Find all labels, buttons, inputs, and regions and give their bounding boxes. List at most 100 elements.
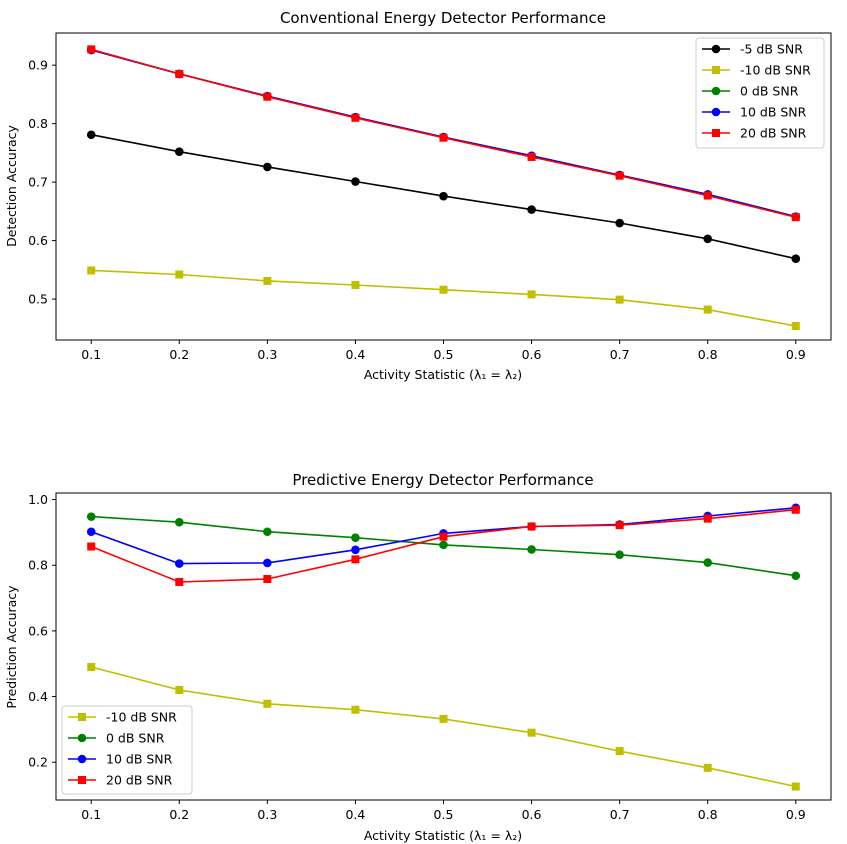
y-tick-label: 0.2: [28, 755, 48, 770]
x-tick-label: 0.3: [257, 347, 277, 362]
x-tick-label: 0.5: [434, 807, 454, 822]
data-point: [174, 559, 184, 568]
y-tick-label: 0.6: [28, 233, 48, 248]
data-point: [263, 699, 272, 708]
data-point: [87, 266, 96, 275]
data-point: [263, 575, 272, 584]
y-tick-label: 0.8: [28, 116, 48, 131]
data-point: [175, 577, 184, 586]
legend-label: 20 dB SNR: [106, 773, 173, 788]
data-point: [439, 714, 448, 723]
data-point: [791, 213, 800, 222]
data-point: [527, 522, 536, 531]
x-axis-label: Activity Statistic (λ₁ = λ₂): [364, 828, 522, 843]
legend-marker: [77, 733, 87, 743]
y-tick-label: 0.8: [28, 558, 48, 573]
legend-marker: [712, 66, 720, 74]
data-point: [263, 558, 272, 568]
data-point: [791, 254, 801, 264]
legend-marker: [78, 776, 86, 784]
data-point: [791, 782, 800, 791]
data-point: [351, 533, 360, 542]
legend-item: 0 dB SNR: [702, 84, 799, 99]
data-point: [703, 514, 712, 523]
x-tick-label: 0.8: [698, 807, 718, 822]
data-point: [351, 177, 360, 186]
x-tick-label: 0.9: [786, 807, 806, 822]
data-point: [615, 521, 624, 530]
series-20-db-snr: [87, 505, 800, 586]
y-tick-label: 0.7: [28, 175, 48, 190]
x-tick-label: 0.7: [610, 347, 630, 362]
legend-label: 0 dB SNR: [740, 84, 799, 99]
data-point: [263, 527, 272, 537]
legend: -10 dB SNR 0 dB SNR 10 dB SNR 20 dB SNR: [61, 705, 193, 795]
data-point: [791, 321, 800, 330]
conventional-detector-chart: Conventional Energy Detector Performance…: [4, 9, 832, 382]
data-point: [439, 285, 448, 294]
legend-label: 20 dB SNR: [740, 126, 807, 141]
y-axis-label: Detection Accuracy: [4, 125, 19, 247]
y-tick-label: 0.9: [28, 58, 48, 73]
y-tick-label: 0.6: [28, 623, 48, 638]
legend-marker: [711, 44, 721, 54]
legend-marker: [712, 129, 720, 137]
chart-title: Conventional Energy Detector Performance: [280, 9, 606, 27]
legend-item: 10 dB SNR: [68, 752, 173, 767]
legend-box: [695, 37, 825, 149]
data-point: [527, 545, 536, 554]
legend-label: 10 dB SNR: [106, 752, 173, 767]
y-tick-label: 1.0: [28, 492, 48, 507]
data-point: [87, 45, 96, 54]
data-point: [175, 686, 184, 695]
data-point: [703, 558, 713, 567]
predictive-detector-chart: Predictive Energy Detector Performance A…: [4, 471, 832, 843]
data-point: [615, 747, 624, 756]
data-point: [86, 527, 96, 537]
data-point: [174, 517, 184, 527]
data-point: [175, 270, 184, 279]
data-point: [615, 218, 624, 228]
data-point: [527, 728, 536, 737]
data-point: [351, 555, 360, 564]
legend-item: 10 dB SNR: [702, 105, 807, 120]
data-point: [351, 705, 360, 714]
x-tick-label: 0.9: [786, 347, 806, 362]
legend-label: -5 dB SNR: [740, 42, 803, 57]
data-point: [86, 130, 96, 140]
data-point: [703, 234, 713, 244]
x-tick-label: 0.4: [345, 347, 365, 362]
data-point: [527, 152, 536, 161]
x-tick-label: 0.1: [81, 347, 101, 362]
series-10-db-snr: [87, 663, 800, 791]
legend-item: -5 dB SNR: [702, 42, 803, 57]
data-point: [703, 305, 712, 314]
data-point: [439, 540, 448, 550]
data-point: [527, 205, 536, 214]
x-axis-label: Activity Statistic (λ₁ = λ₂): [364, 367, 522, 382]
data-point: [174, 147, 184, 157]
x-tick-label: 0.2: [169, 807, 189, 822]
x-tick-label: 0.5: [434, 347, 454, 362]
x-tick-label: 0.1: [81, 807, 101, 822]
data-point: [791, 571, 801, 581]
legend-marker: [78, 713, 86, 721]
series-20-db-snr: [87, 45, 800, 222]
x-tick-label: 0.3: [257, 807, 277, 822]
series-0-db-snr: [86, 512, 801, 581]
x-tick-label: 0.2: [169, 347, 189, 362]
x-tick-label: 0.7: [610, 807, 630, 822]
y-tick-label: 0.5: [28, 292, 48, 307]
data-point: [351, 113, 360, 122]
data-point: [527, 290, 536, 299]
data-point: [351, 545, 360, 555]
legend: -5 dB SNR -10 dB SNR 0 dB SNR 10 dB SNR 20 d…: [695, 37, 825, 149]
legend-item: 20 dB SNR: [702, 126, 807, 141]
data-point: [351, 281, 360, 290]
data-point: [439, 133, 448, 142]
data-point: [175, 69, 184, 78]
x-tick-label: 0.4: [345, 807, 365, 822]
legend-marker: [77, 754, 87, 764]
data-point: [263, 276, 272, 285]
